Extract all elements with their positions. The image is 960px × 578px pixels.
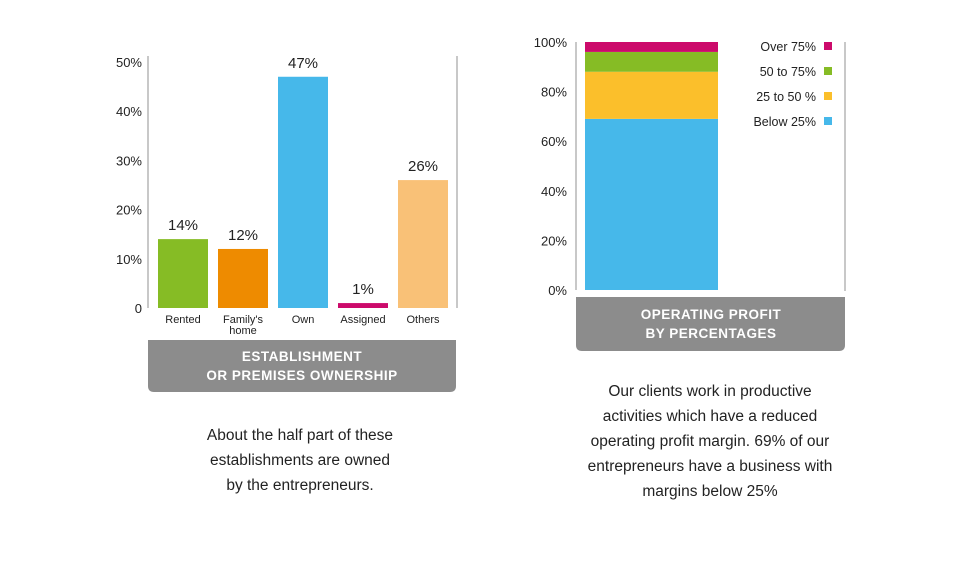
legend-swatch (824, 92, 832, 100)
stacked-segment (585, 51, 718, 72)
data-label: 1% (352, 281, 374, 298)
data-label: 12% (228, 227, 258, 244)
caption-line: operating profit margin. 69% of our (590, 433, 830, 450)
chart-title: ESTABLISHMENT (242, 349, 363, 364)
caption-line: margins below 25% (642, 483, 778, 500)
caption-line: by the entrepreneurs. (226, 477, 374, 494)
ownership-caption: About the half part of these establishme… (150, 423, 450, 498)
category-label: Family's (223, 314, 263, 326)
y-tick-label: 50% (116, 55, 142, 70)
legend-swatch (824, 42, 832, 50)
data-label: 26% (408, 158, 438, 175)
profit-caption: Our clients work in productive activitie… (555, 379, 865, 504)
stacked-segment (585, 118, 718, 290)
y-tick-label: 20% (116, 203, 142, 218)
legend-label: Over 75% (760, 40, 816, 54)
legend-label: Below 25% (753, 115, 816, 129)
y-tick-label: 100% (534, 35, 568, 50)
bar (398, 180, 448, 308)
y-tick-label: 80% (541, 85, 567, 100)
category-label: Assigned (340, 314, 385, 326)
y-tick-label: 20% (541, 233, 567, 248)
title-banner (148, 340, 456, 392)
data-label: 14% (168, 217, 198, 234)
chart-title: OPERATING PROFIT (641, 307, 782, 322)
category-label: Own (292, 314, 315, 326)
caption-line: activities which have a reduced (602, 408, 818, 425)
chart-title: BY PERCENTAGES (645, 326, 776, 341)
y-tick-label: 30% (116, 153, 142, 168)
legend-swatch (824, 67, 832, 75)
legend-label: 25 to 50 % (756, 90, 816, 104)
bar (278, 76, 328, 308)
y-tick-label: 60% (541, 134, 567, 149)
caption-line: Our clients work in productive (608, 383, 812, 400)
y-tick-label: 10% (116, 252, 142, 267)
legend-swatch (824, 117, 832, 125)
legend-label: 50 to 75% (760, 65, 816, 79)
data-label: 47% (288, 55, 318, 72)
bar (218, 248, 268, 308)
chart-title: OR PREMISES OWNERSHIP (206, 368, 397, 383)
stacked-segment (585, 71, 718, 119)
y-tick-label: 40% (541, 184, 567, 199)
category-label: Rented (165, 314, 200, 326)
category-label: home (229, 325, 257, 337)
y-tick-label: 0 (135, 301, 142, 316)
bar (158, 239, 208, 308)
caption-line: About the half part of these (206, 427, 394, 444)
caption-line: entrepreneurs have a business with (587, 458, 833, 475)
caption-line: establishments are owned (209, 452, 391, 469)
y-tick-label: 40% (116, 104, 142, 119)
stacked-segment (585, 42, 718, 52)
title-banner (576, 297, 845, 351)
y-tick-label: 0% (548, 283, 567, 298)
bar (338, 303, 388, 308)
category-label: Others (406, 314, 440, 326)
